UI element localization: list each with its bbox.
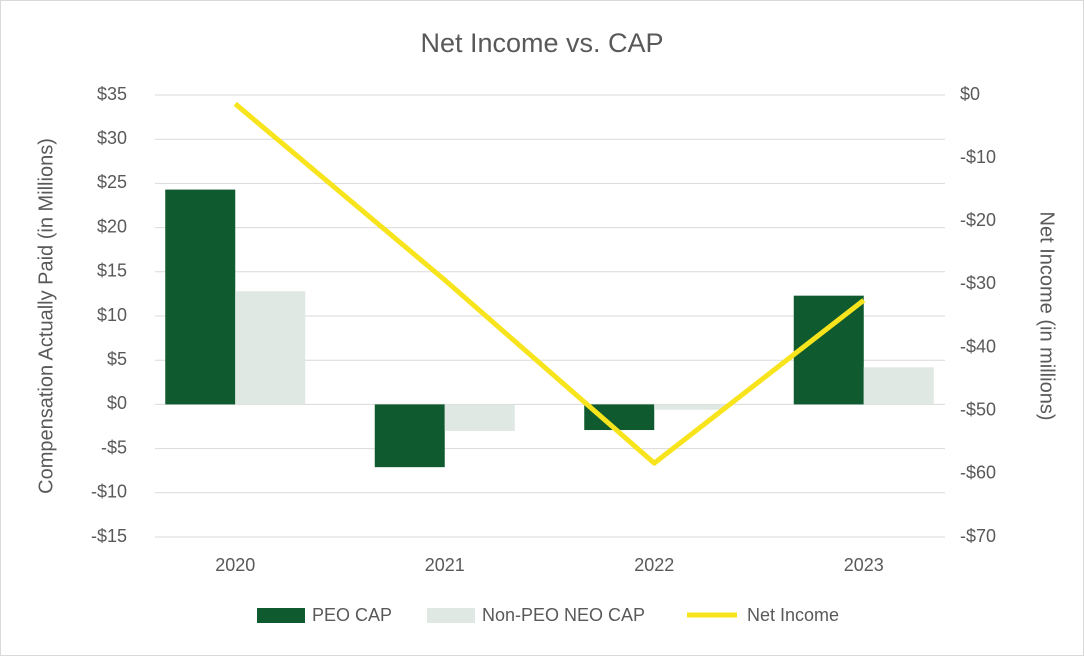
y2-tick-label: -$60 [960,463,996,483]
y-tick-label: $5 [107,349,127,369]
y-axis-title: Compensation Actually Paid (in Millions) [35,138,57,494]
y2-tick-label: -$50 [960,399,996,419]
y-tick-label: $0 [107,393,127,413]
y2-tick-label: -$10 [960,147,996,167]
y2-tick-label: -$30 [960,273,996,293]
y-tick-label: $10 [97,305,127,325]
bar [654,404,725,410]
y-tick-label: $15 [97,261,127,281]
bar [165,189,236,405]
y2-axis-title: Net Income (in millions) [1036,212,1058,421]
y-tick-label: $25 [97,172,127,192]
bar [444,404,515,431]
legend-label: PEO CAP [312,605,392,625]
y2-tick-label: -$40 [960,336,996,356]
x-tick-label: 2021 [425,555,465,575]
x-tick-label: 2022 [634,555,674,575]
bar [584,404,655,431]
y-tick-label: $30 [97,128,127,148]
bar [793,295,864,405]
y2-tick-label: -$70 [960,526,996,546]
legend-swatch [257,608,305,623]
y-tick-label: -$5 [101,437,127,457]
legend-label: Non-PEO NEO CAP [482,605,645,625]
chart-title: Net Income vs. CAP [420,28,663,58]
x-tick-label: 2020 [215,555,255,575]
y-tick-label: -$15 [91,526,127,546]
y2-tick-label: -$20 [960,210,996,230]
line-series [233,101,866,466]
x-tick-label: 2023 [844,555,884,575]
y2-tick-label: $0 [960,84,980,104]
y-tick-label: $20 [97,216,127,236]
bar [235,291,306,405]
legend-swatch [427,608,475,623]
y-tick-label: -$10 [91,482,127,502]
bar [863,367,934,405]
legend-label: Net Income [747,605,839,625]
y-tick-label: $35 [97,84,127,104]
bar [374,404,445,468]
